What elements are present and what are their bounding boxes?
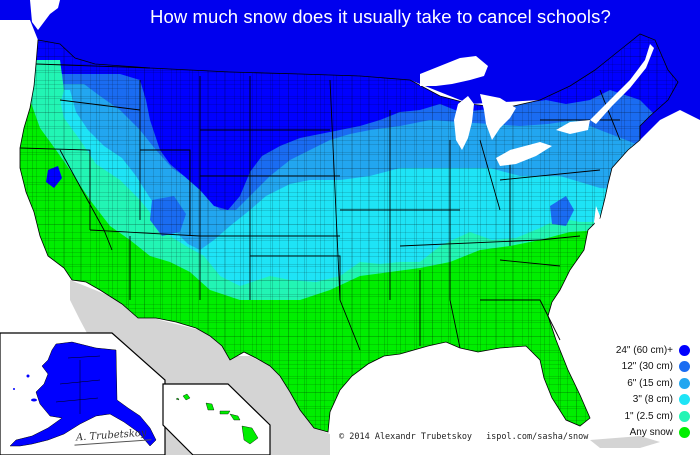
us-outline <box>19 33 679 433</box>
legend: 24" (60 cm)+ 12" (30 cm) 6" (15 cm) 3" (… <box>560 342 690 441</box>
legend-swatch-3in <box>679 394 690 406</box>
canada-region <box>0 0 700 140</box>
legend-label: 24" (60 cm)+ <box>615 344 673 356</box>
source-url: ispol.com/sasha/snow <box>486 432 589 442</box>
alaska-shape <box>9 341 157 447</box>
legend-swatch-12in <box>679 361 690 373</box>
hawaii-inset <box>162 383 271 455</box>
legend-item-12in: 12" (30 cm) <box>560 359 690 376</box>
legend-label: 6" (15 cm) <box>627 377 673 389</box>
legend-label: 1" (2.5 cm) <box>624 410 673 422</box>
strait-of-georgia <box>30 0 60 30</box>
cuba-region <box>590 436 660 448</box>
legend-swatch-1in <box>679 410 690 422</box>
mexico-region <box>70 280 330 455</box>
legend-swatch-any <box>679 427 690 439</box>
legend-label: Any snow <box>629 427 673 439</box>
legend-swatch-24in <box>679 344 690 356</box>
alaska-inset <box>0 332 166 455</box>
lake-huron <box>480 94 516 140</box>
map-title: How much snow does it usually take to ca… <box>150 6 611 27</box>
legend-item-24in: 24" (60 cm)+ <box>560 342 690 359</box>
chesapeake-bay <box>594 206 600 230</box>
state-borders <box>19 63 621 351</box>
lake-michigan <box>454 96 474 150</box>
lake-erie <box>496 142 552 166</box>
lake-superior <box>420 56 488 86</box>
lake-ontario <box>556 120 590 134</box>
copyright-text: © 2014 Alexandr Trubetskoy <box>339 432 473 442</box>
legend-item-1in: 1" (2.5 cm) <box>560 408 690 425</box>
legend-swatch-6in <box>679 377 690 389</box>
credit-line: © 2014 Alexandr Trubetskoy ispol.com/sash… <box>339 432 588 442</box>
great-lakes <box>420 44 654 166</box>
legend-item-any: Any snow <box>560 425 690 442</box>
legend-item-6in: 6" (15 cm) <box>560 375 690 392</box>
st-lawrence <box>590 44 654 124</box>
legend-item-3in: 3" (8 cm) <box>560 392 690 409</box>
legend-label: 12" (30 cm) <box>621 361 673 373</box>
legend-label: 3" (8 cm) <box>632 394 673 406</box>
